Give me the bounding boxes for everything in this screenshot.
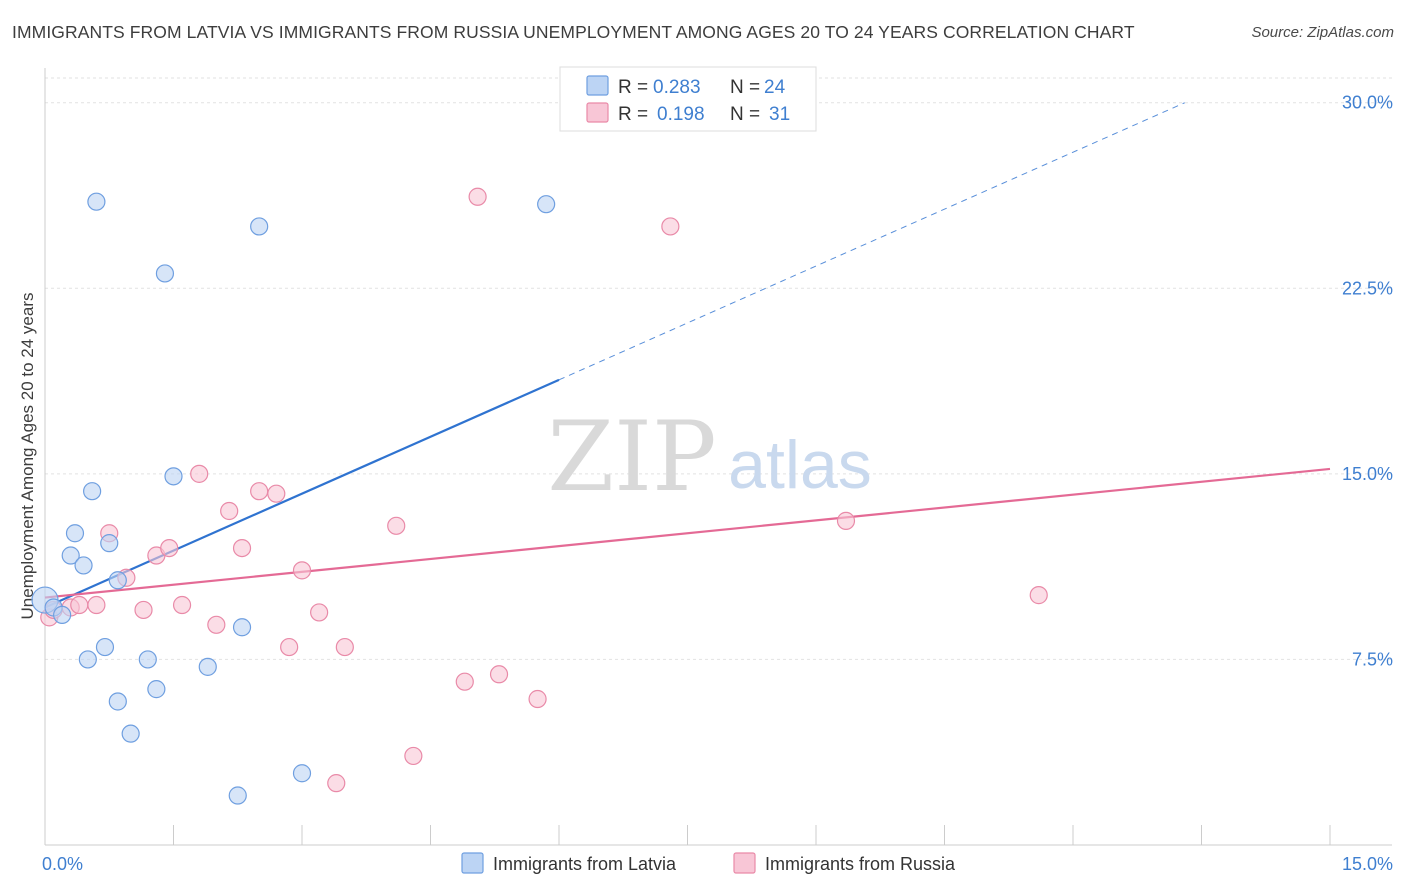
legend-r-value-russia: 0.198 (657, 104, 705, 125)
data-point-russia (836, 511, 856, 530)
series-legend-swatch-russia (733, 852, 756, 874)
trend-extension-latvia (558, 102, 1185, 381)
data-point-latvia (198, 657, 217, 676)
data-point-latvia (78, 650, 97, 669)
data-point-latvia (121, 724, 140, 743)
data-point-russia (387, 516, 406, 535)
data-point-russia (267, 484, 286, 503)
data-point-russia (280, 637, 299, 657)
legend-swatch-latvia (586, 75, 609, 96)
data-point-russia (661, 217, 680, 236)
y-tick-label: 7.5% (1352, 649, 1393, 669)
trend-line-latvia (44, 378, 560, 609)
series-legend-label-latvia: Immigrants from Latvia (493, 854, 677, 874)
watermark: ZIP atlas (547, 401, 871, 513)
data-point-latvia (292, 764, 312, 783)
legend-n-value-russia: 31 (769, 104, 790, 125)
data-point-latvia (155, 264, 175, 283)
data-point-russia (220, 501, 239, 521)
data-point-latvia (53, 605, 72, 625)
correlation-legend: R = 0.283 N = 24 R = 0.198 N = 31 (559, 66, 817, 132)
data-point-russia (190, 464, 209, 483)
data-point-latvia (100, 534, 119, 553)
data-point-russia (232, 538, 252, 558)
watermark-atlas: atlas (728, 427, 872, 503)
data-point-russia (250, 482, 269, 501)
chart-title: IMMIGRANTS FROM LATVIA VS IMMIGRANTS FRO… (12, 22, 1135, 42)
data-point-latvia (537, 195, 556, 214)
data-points (31, 187, 1048, 805)
legend-r-label-latvia: R = (618, 77, 648, 98)
y-tick-label: 30.0% (1342, 93, 1393, 113)
legend-swatch-russia (586, 102, 609, 123)
data-point-russia (87, 595, 106, 615)
data-point-latvia (108, 692, 127, 711)
data-point-latvia (108, 571, 127, 590)
legend-r-value-latvia: 0.283 (653, 77, 701, 98)
data-point-latvia (147, 680, 166, 699)
data-point-russia (1029, 586, 1048, 605)
data-point-russia (327, 774, 346, 793)
data-point-russia (292, 561, 312, 580)
axes (44, 68, 1392, 846)
y-tick-label: 22.5% (1342, 278, 1393, 298)
gridlines (45, 77, 1392, 660)
data-point-latvia (95, 637, 115, 657)
data-point-latvia (232, 618, 252, 637)
data-point-russia (468, 187, 487, 206)
data-point-latvia (61, 546, 80, 565)
data-point-latvia (83, 482, 102, 501)
y-tick-label: 15.0% (1342, 464, 1393, 484)
legend-n-value-latvia: 24 (764, 77, 786, 98)
data-point-russia (335, 637, 354, 657)
data-point-russia (160, 538, 179, 558)
data-point-russia (455, 672, 474, 691)
trend-lines (44, 102, 1331, 609)
data-point-latvia (138, 650, 157, 669)
series-legend: Immigrants from Latvia Immigrants from R… (461, 852, 956, 874)
legend-n-label-russia: N = (730, 104, 760, 125)
data-point-latvia (164, 467, 183, 486)
watermark-zip: ZIP (547, 401, 716, 513)
data-point-russia (172, 595, 192, 615)
data-point-russia (70, 595, 89, 615)
data-point-latvia (228, 786, 247, 805)
x-tick-label: 15.0% (1342, 854, 1393, 874)
trend-line-russia (44, 467, 1331, 599)
data-point-russia (134, 600, 153, 620)
data-point-russia (528, 689, 547, 709)
data-point-russia (310, 603, 329, 622)
data-point-russia (207, 615, 226, 634)
legend-r-label-russia: R = (618, 104, 648, 125)
data-point-latvia (74, 556, 93, 575)
data-point-latvia (250, 217, 269, 236)
x-tick-label: 0.0% (42, 854, 83, 874)
series-legend-label-russia: Immigrants from Russia (765, 854, 956, 874)
data-point-russia (489, 665, 509, 684)
series-legend-swatch-latvia (461, 852, 484, 874)
data-point-russia (404, 746, 423, 766)
tick-labels: 7.5% 15.0% 22.5% 30.0% 0.0% 15.0% (42, 93, 1393, 874)
data-point-latvia (87, 192, 106, 211)
data-point-latvia (65, 524, 85, 543)
legend-n-label-latvia: N = (730, 77, 760, 98)
source-credit: Source: ZipAtlas.com (1251, 24, 1394, 41)
